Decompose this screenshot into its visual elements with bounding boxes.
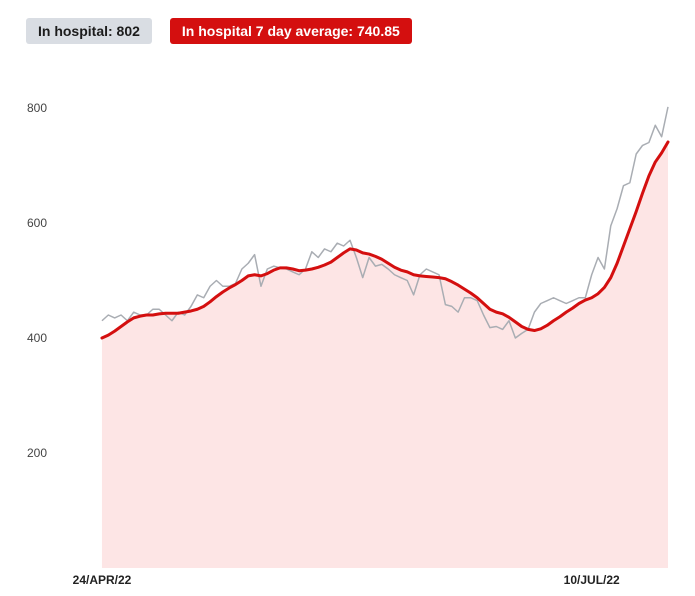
y-tick-label-800: 800 xyxy=(27,101,47,115)
x-tick-label: 10/JUL/22 xyxy=(564,573,620,587)
legend: In hospital: 802 In hospital 7 day avera… xyxy=(26,18,412,44)
y-axis-ticks: 200 400 600 800 xyxy=(27,101,47,460)
x-axis-ticks: 24/APR/22 10/JUL/22 xyxy=(73,573,620,587)
average-series-layer xyxy=(100,140,670,340)
daily-series-layer xyxy=(101,106,669,339)
average-area-fill-layer xyxy=(101,142,668,568)
legend-in-hospital-badge[interactable]: In hospital: 802 xyxy=(26,18,152,44)
x-tick-label: 24/APR/22 xyxy=(73,573,132,587)
y-tick-label-600: 600 xyxy=(27,216,47,230)
daily-series-line xyxy=(101,106,669,339)
average-area-fill xyxy=(101,142,668,568)
y-tick-label-400: 400 xyxy=(27,331,47,345)
legend-seven-day-average-badge[interactable]: In hospital 7 day average: 740.85 xyxy=(169,18,412,44)
y-tick-label-200: 200 xyxy=(27,446,47,460)
average-series-line xyxy=(100,140,670,340)
